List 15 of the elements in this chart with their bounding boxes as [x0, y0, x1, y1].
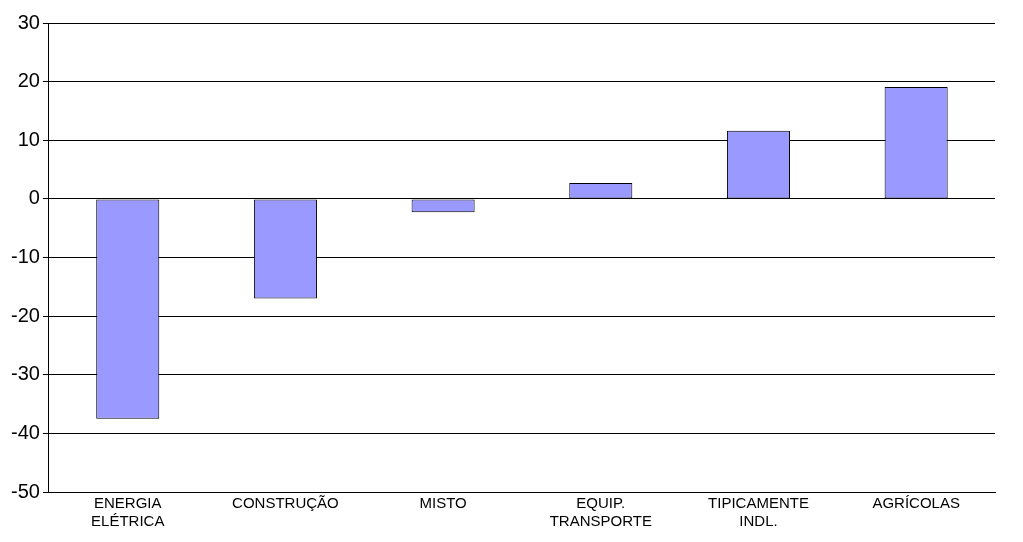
x-tick-label: TIPICAMENTE INDL. [708, 494, 809, 530]
x-tick-label: ENERGIA ELÉTRICA [91, 494, 165, 530]
y-tick-label: -30 [11, 362, 40, 385]
y-tick-label: 0 [28, 186, 40, 209]
x-tick-label: AGRÍCOLAS [872, 494, 960, 512]
y-tick-label: 20 [17, 69, 40, 92]
x-tick-label: EQUIP. TRANSPORTE [549, 494, 652, 530]
y-tick-label: 10 [17, 127, 40, 150]
x-tick-label: MISTO [419, 494, 467, 512]
x-tick-label: CONSTRUÇÃO [232, 494, 339, 512]
y-tick-label: 30 [17, 10, 40, 33]
y-tick-label: -20 [11, 303, 40, 326]
y-tick-label: -50 [11, 479, 40, 502]
y-tick-label: -10 [11, 245, 40, 268]
y-tick-label: -40 [11, 420, 40, 443]
